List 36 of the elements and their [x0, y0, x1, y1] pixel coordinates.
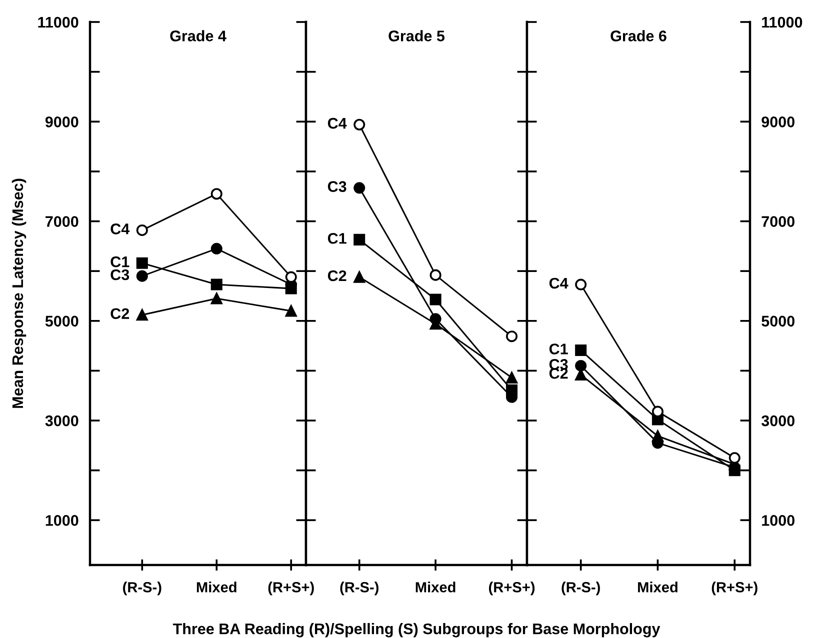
x-tick-label: Mixed [416, 582, 456, 592]
y-tick-label: 7000 [46, 216, 78, 227]
y-tick-label: 1000 [762, 515, 794, 526]
series-label: C2 [110, 308, 130, 320]
x-tick-label: (R+S+) [268, 582, 314, 596]
series-label: C1 [328, 232, 346, 244]
chart-title: Grade 4 [170, 30, 226, 42]
series-label: C2 [328, 270, 346, 282]
series-label: C3 [328, 181, 346, 192]
chart-title: Grade 5 [388, 30, 445, 42]
y-tick-label: 5000 [45, 316, 78, 327]
series-label: C4 [110, 224, 130, 234]
y-tick-label: 1000 [46, 515, 78, 526]
y-axis-title: Mean Response Latency (Msec) [12, 178, 26, 408]
x-tick-label: (R-S-) [340, 582, 378, 596]
x-tick-label: (R+S+) [488, 582, 535, 596]
y-tick-label: 5000 [762, 316, 794, 327]
x-tick-label: Mixed [196, 582, 236, 592]
y-tick-label: 9000 [45, 116, 78, 128]
x-axis-title: Three BA Reading (R)/Spelling (S) Subgroups for Base Morphology [172, 623, 660, 638]
series-label: C4 [549, 278, 568, 289]
series-label: C4 [328, 118, 347, 129]
series-label: C1 [110, 256, 130, 268]
y-tick-label: 3000 [45, 415, 78, 426]
series-label: C1 [549, 344, 568, 354]
chart-title: Grade 6 [610, 30, 666, 42]
x-tick-label: (R+S+) [712, 582, 758, 596]
x-tick-label: (R-S-) [123, 582, 162, 596]
y-tick-label: 9000 [762, 116, 794, 128]
y-tick-label: 11000 [762, 16, 802, 28]
x-tick-label: Mixed [638, 582, 678, 592]
y-tick-label: 11000 [38, 16, 78, 28]
series-label: C3 [110, 269, 130, 280]
y-tick-label: 7000 [762, 216, 794, 227]
y-tick-label: 3000 [761, 415, 794, 426]
x-tick-label: (R-S-) [562, 582, 600, 596]
